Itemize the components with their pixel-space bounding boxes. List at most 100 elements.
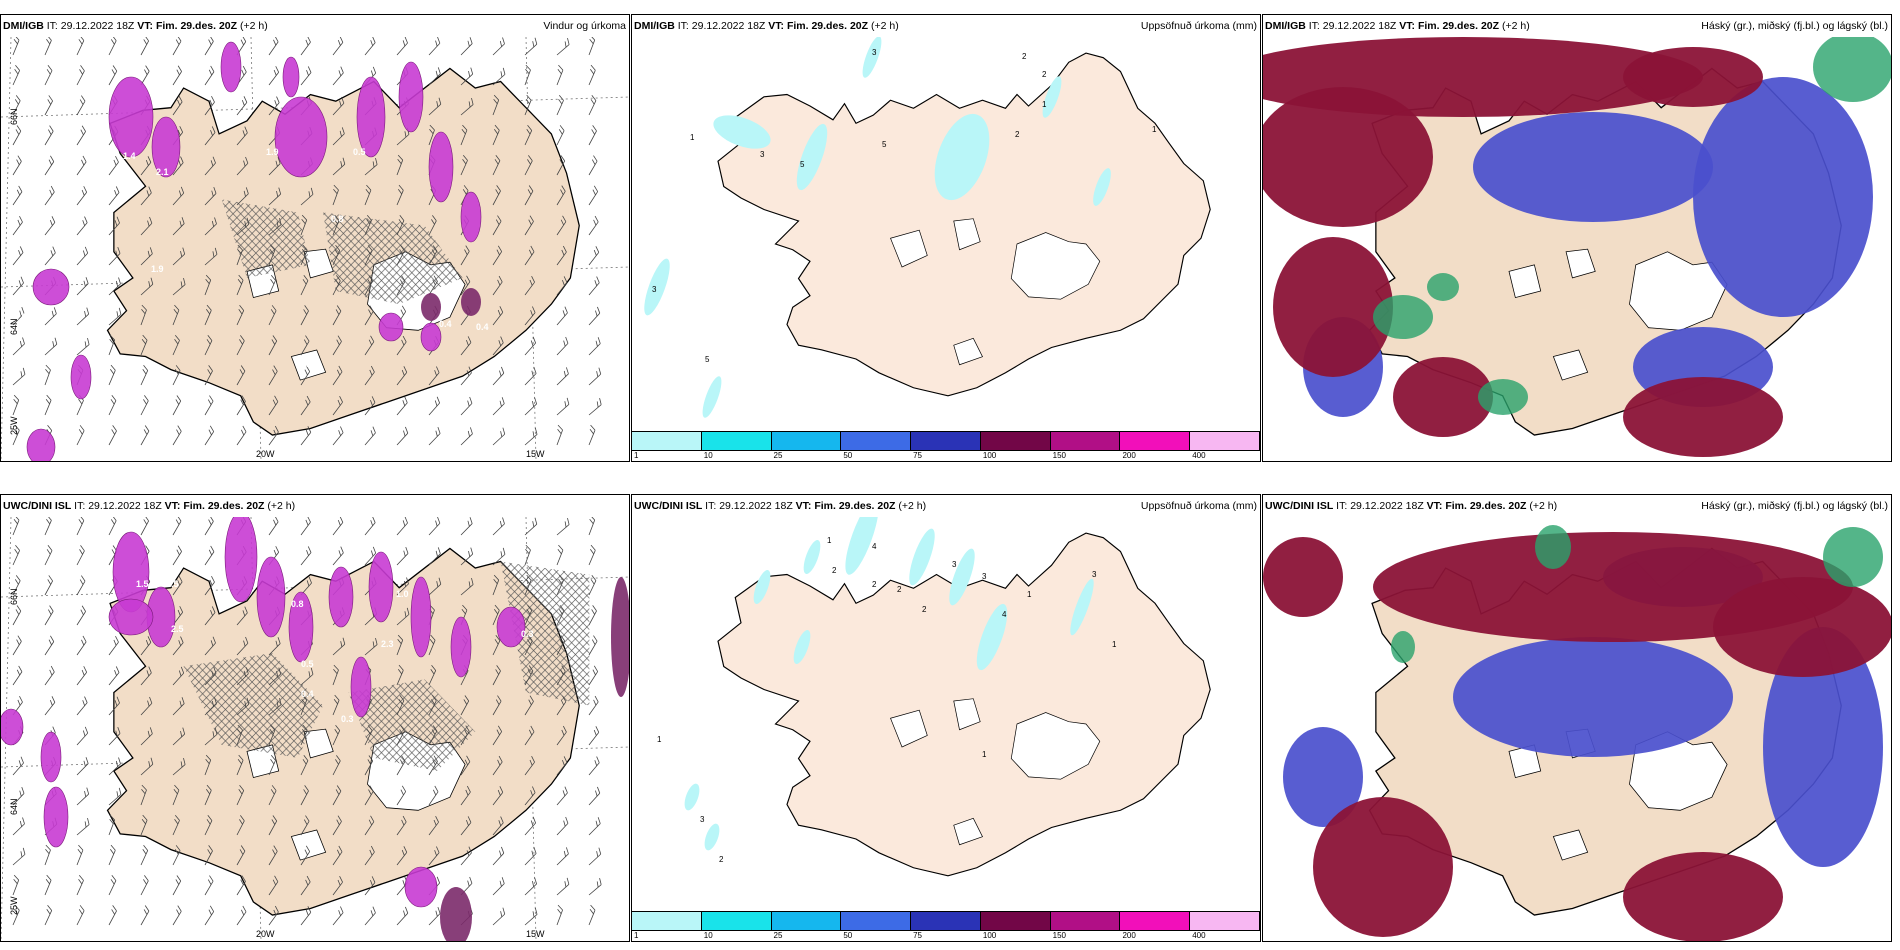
wind-barb	[364, 517, 376, 536]
wind-barb	[44, 155, 55, 176]
glacier-outline	[1010, 712, 1101, 780]
wind-barb	[588, 817, 601, 836]
wind-barb	[364, 755, 374, 776]
init-time-label: IT:	[1308, 20, 1320, 32]
wind-map: 2.0 1.5 0.5 0.8 0.5 0.3 0.4 1.0 2.5 2.3 0.5 0.3	[1, 517, 629, 941]
wind-barb	[396, 695, 405, 716]
longitude-gridline	[1, 37, 12, 461]
wind-barb	[492, 366, 505, 386]
wind-barb	[364, 214, 372, 236]
wind-barb	[204, 575, 215, 596]
wind-barb	[44, 874, 52, 896]
wind-barb	[396, 755, 406, 776]
wind-barb	[268, 517, 279, 536]
wind-barb	[204, 37, 214, 56]
accum-value-label: 1	[1042, 100, 1047, 109]
wind-barb	[556, 695, 567, 716]
wind-barb	[300, 845, 311, 866]
wind-barb	[44, 575, 53, 596]
panel-accum-uwc: UWC/DINI ISL IT: 29.12.2022 18Z VT: Fim.…	[631, 494, 1261, 942]
precip-area	[282, 56, 300, 98]
wind-barb	[108, 814, 116, 836]
wind-barb	[44, 605, 54, 626]
panel-run-info: DMI/IGB IT: 29.12.2022 18Z VT: Fim. 29.d…	[1265, 15, 1530, 37]
lat-tick-label: 64N	[9, 318, 19, 335]
wind-barb	[172, 95, 183, 116]
wind-barb	[140, 364, 149, 386]
wind-barb	[44, 904, 53, 926]
lon-tick-label: 15W	[526, 449, 545, 459]
precip-value-label: 2.9	[386, 449, 399, 459]
wind-barb	[364, 906, 376, 926]
valid-time-label: VT:	[768, 20, 785, 32]
wind-barb	[460, 695, 470, 716]
wind-barb	[364, 637, 378, 656]
wind-barb	[300, 815, 310, 836]
glacier-outline	[290, 349, 327, 381]
accum-value-label: 1	[1112, 640, 1117, 649]
wind-barb	[108, 216, 120, 236]
wind-barb	[108, 696, 120, 716]
mid-cloud-area	[1623, 47, 1763, 107]
wind-barb	[364, 157, 378, 176]
accum-value-label: 3	[952, 560, 957, 569]
colorbar-swatch	[771, 432, 842, 450]
wind-barb	[588, 337, 601, 356]
wind-barb	[172, 636, 184, 656]
accum-precip-area	[704, 823, 720, 851]
precip-area-heavy	[611, 577, 629, 697]
wind-barb	[44, 125, 54, 146]
wind-barb	[236, 304, 245, 326]
wind-barb	[268, 815, 278, 836]
wind-barb	[428, 725, 438, 746]
wind-barb	[460, 336, 472, 356]
accum-precip-area	[803, 539, 821, 575]
wind-barb	[268, 66, 280, 86]
panel-title: Uppsöfnuð úrkoma (mm)	[1140, 20, 1257, 32]
wind-barb	[236, 784, 245, 806]
wind-barb	[588, 878, 602, 896]
precip-area	[428, 131, 454, 203]
precip-value-label: 0.4	[301, 689, 314, 699]
accum-value-label: 4	[1002, 610, 1007, 619]
wind-barb	[556, 94, 564, 116]
accum-precip-area	[976, 603, 1008, 671]
mid-cloud-area	[1263, 87, 1433, 227]
high-cloud-area	[1427, 273, 1459, 301]
wind-barb	[140, 875, 149, 896]
low-cloud-area	[1453, 637, 1733, 757]
wind-barb	[76, 95, 86, 116]
valid-time-label: VT:	[1426, 500, 1443, 512]
wind-barb	[44, 844, 51, 866]
wind-barb	[556, 37, 570, 56]
colorbar-swatch	[841, 912, 912, 930]
wind-barb	[76, 874, 84, 896]
wind-barb	[108, 155, 119, 176]
wind-barb	[588, 424, 596, 446]
panel-header: UWC/DINI ISL IT: 29.12.2022 18Z VT: Fim.…	[1, 495, 629, 517]
accum-value-label: 3	[982, 572, 987, 581]
wind-barb	[12, 367, 26, 386]
wind-barb	[204, 365, 213, 386]
lead-time: (+2 h)	[1529, 500, 1558, 512]
wind-barb	[268, 335, 278, 356]
glacier-outline	[953, 817, 983, 846]
wind-barb	[268, 637, 281, 656]
wind-barb	[44, 696, 56, 716]
wind-barb	[332, 694, 340, 716]
glacier-outline	[953, 698, 981, 731]
wind-barb	[460, 275, 471, 296]
panel-run-info: UWC/DINI ISL IT: 29.12.2022 18Z VT: Fim.…	[3, 495, 295, 517]
wind-barb	[300, 66, 312, 86]
wind-barb	[172, 784, 180, 806]
wind-barb	[140, 37, 149, 56]
wind-barb	[332, 906, 344, 926]
precip-area	[356, 76, 386, 158]
precip-value-label: 1.5	[301, 359, 314, 369]
accum-value-label: 1	[657, 735, 662, 744]
wind-barb	[588, 575, 597, 596]
wind-barb	[492, 907, 506, 926]
wind-barb	[524, 544, 531, 566]
wind-barb	[76, 517, 85, 536]
